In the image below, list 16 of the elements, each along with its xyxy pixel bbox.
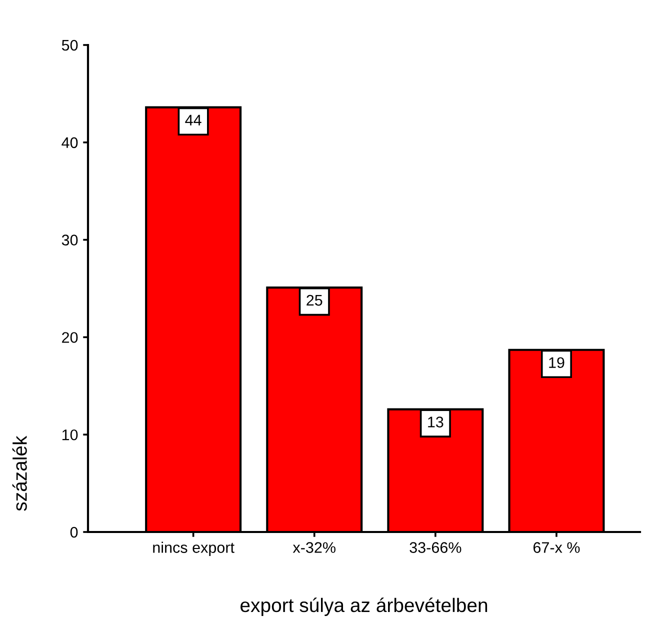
- y-tick-label: 10: [62, 429, 78, 440]
- y-tick-label: 0: [70, 526, 78, 538]
- y-axis-title: százalék: [12, 436, 27, 511]
- y-tick-label: 30: [62, 234, 78, 246]
- y-tick-label: 50: [62, 40, 78, 51]
- x-axis-title: export súlya az árbevételben: [240, 598, 488, 616]
- data-label: 44: [185, 114, 202, 126]
- y-tick-label: 20: [62, 332, 78, 343]
- x-tick-label: 33-66%: [410, 542, 462, 553]
- data-label: 25: [306, 294, 322, 306]
- data-label: 19: [549, 357, 564, 368]
- data-label: 13: [428, 416, 444, 428]
- x-tick-label: x-32%: [292, 542, 336, 553]
- y-tick-label: 40: [62, 137, 78, 148]
- x-tick-label: 67-x %: [533, 542, 580, 553]
- x-tick-label: nincs export: [153, 542, 234, 556]
